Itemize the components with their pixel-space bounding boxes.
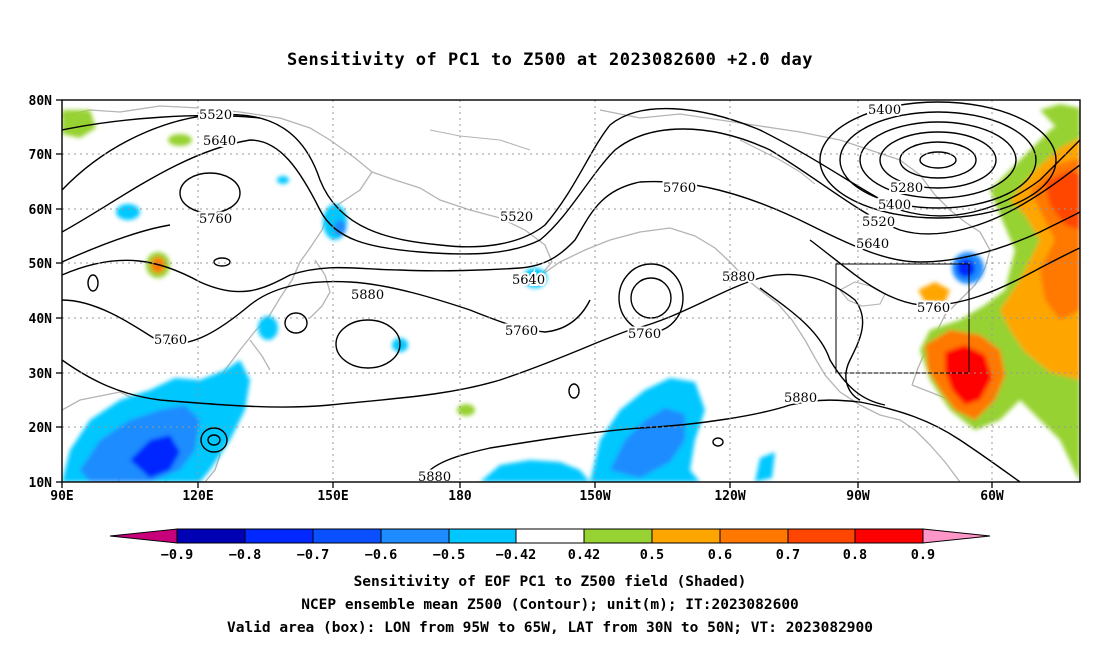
colorbar-label: −0.9 — [161, 547, 194, 563]
lat-tick-label: 40N — [29, 312, 53, 327]
contour-label: 5400 — [868, 103, 901, 118]
map-title: Sensitivity of PC1 to Z500 at 2023082600… — [286, 50, 813, 70]
colorbar-segment — [583, 528, 653, 544]
lon-tick-label: 150E — [317, 489, 348, 504]
contour-label: 5760 — [917, 301, 950, 316]
latitude-labels: 80N 70N 60N 50N 40N 30N 20N 10N — [29, 94, 53, 491]
lon-tick-label: 60W — [980, 489, 1004, 504]
contour-label: 5760 — [505, 324, 538, 339]
lat-tick-label: 60N — [29, 203, 53, 218]
colorbar-segment — [515, 528, 585, 544]
contour-label: 5760 — [663, 181, 696, 196]
colorbar-label: −0.6 — [365, 547, 398, 563]
contour-label: 5520 — [862, 215, 895, 230]
lat-tick-label: 30N — [29, 367, 53, 382]
contour-label: 5760 — [628, 327, 661, 342]
colorbar-segment — [719, 528, 789, 544]
contour-label: 5880 — [418, 470, 451, 485]
contour-label: 5520 — [199, 108, 232, 123]
caption-line-1: Sensitivity of EOF PC1 to Z500 field (Sh… — [353, 574, 747, 590]
colorbar-segment — [854, 528, 924, 544]
shaded-sensitivity — [62, 104, 1080, 482]
contour-label: 5880 — [351, 288, 384, 303]
lat-tick-label: 10N — [29, 476, 53, 491]
colorbar-segment — [651, 528, 721, 544]
contour-label: 5880 — [784, 391, 817, 406]
contour-label: 5880 — [722, 270, 755, 285]
contour-label-layer: 5520 5640 5760 5760 5400 5280 5400 5520 … — [152, 101, 952, 485]
contour-label: 5520 — [500, 210, 533, 225]
lon-tick-label: 90E — [50, 489, 73, 504]
colorbar-label: −0.8 — [229, 547, 262, 563]
colorbar-segment — [176, 528, 246, 544]
lat-tick-label: 20N — [29, 421, 53, 436]
colorbar-label: 0.5 — [640, 547, 664, 563]
contour-label: 5640 — [512, 273, 545, 288]
colorbar-label: 0.7 — [776, 547, 800, 563]
colorbar-label: 0.42 — [568, 547, 601, 563]
caption-line-2: NCEP ensemble mean Z500 (Contour); unit(… — [301, 597, 799, 613]
longitude-labels: 90E 120E 150E 180 150W 120W 90W 60W — [50, 489, 1004, 504]
colorbar-label: −0.5 — [433, 547, 466, 563]
lon-tick-label: 180 — [448, 489, 472, 504]
tick-marks — [56, 99, 993, 488]
colorbar-label: −0.7 — [297, 547, 330, 563]
colorbar-segment — [312, 528, 382, 544]
colorbar-segment — [380, 528, 450, 544]
contour-label: 5640 — [203, 134, 236, 149]
lon-tick-label: 150W — [579, 489, 610, 504]
lat-tick-label: 50N — [29, 257, 53, 272]
contour-label: 5400 — [878, 198, 911, 213]
contour-label: 5760 — [199, 212, 232, 227]
colorbar-segment — [448, 528, 517, 544]
colorbar-low-arrow — [109, 528, 178, 544]
colorbar-segment — [244, 528, 314, 544]
colorbar-labels: −0.9 −0.8 −0.7 −0.6 −0.5 −0.42 0.42 0.5 … — [161, 547, 935, 563]
colorbar-segment — [787, 528, 856, 544]
inland-outlines — [429, 129, 886, 307]
colorbar-high-arrow — [922, 528, 991, 544]
lon-tick-label: 90W — [846, 489, 870, 504]
colorbar-label: 0.9 — [911, 547, 935, 563]
lat-tick-label: 80N — [29, 94, 53, 109]
colorbar-label: 0.8 — [843, 547, 867, 563]
contour-label: 5280 — [890, 181, 923, 196]
lon-tick-label: 120E — [182, 489, 213, 504]
map-frame — [61, 99, 1081, 483]
caption-line-3: Valid area (box): LON from 95W to 65W, L… — [226, 620, 873, 636]
colorbar — [109, 528, 991, 544]
contour-label: 5640 — [856, 237, 889, 252]
graticule — [62, 100, 1080, 482]
contour-label: 5760 — [154, 333, 187, 348]
colorbar-label: −0.42 — [496, 547, 537, 563]
colorbar-label: 0.6 — [708, 547, 732, 563]
lon-tick-label: 120W — [714, 489, 745, 504]
lat-tick-label: 70N — [29, 148, 53, 163]
map-area: 5520 5640 5760 5760 5400 5280 5400 5520 … — [62, 101, 1080, 485]
